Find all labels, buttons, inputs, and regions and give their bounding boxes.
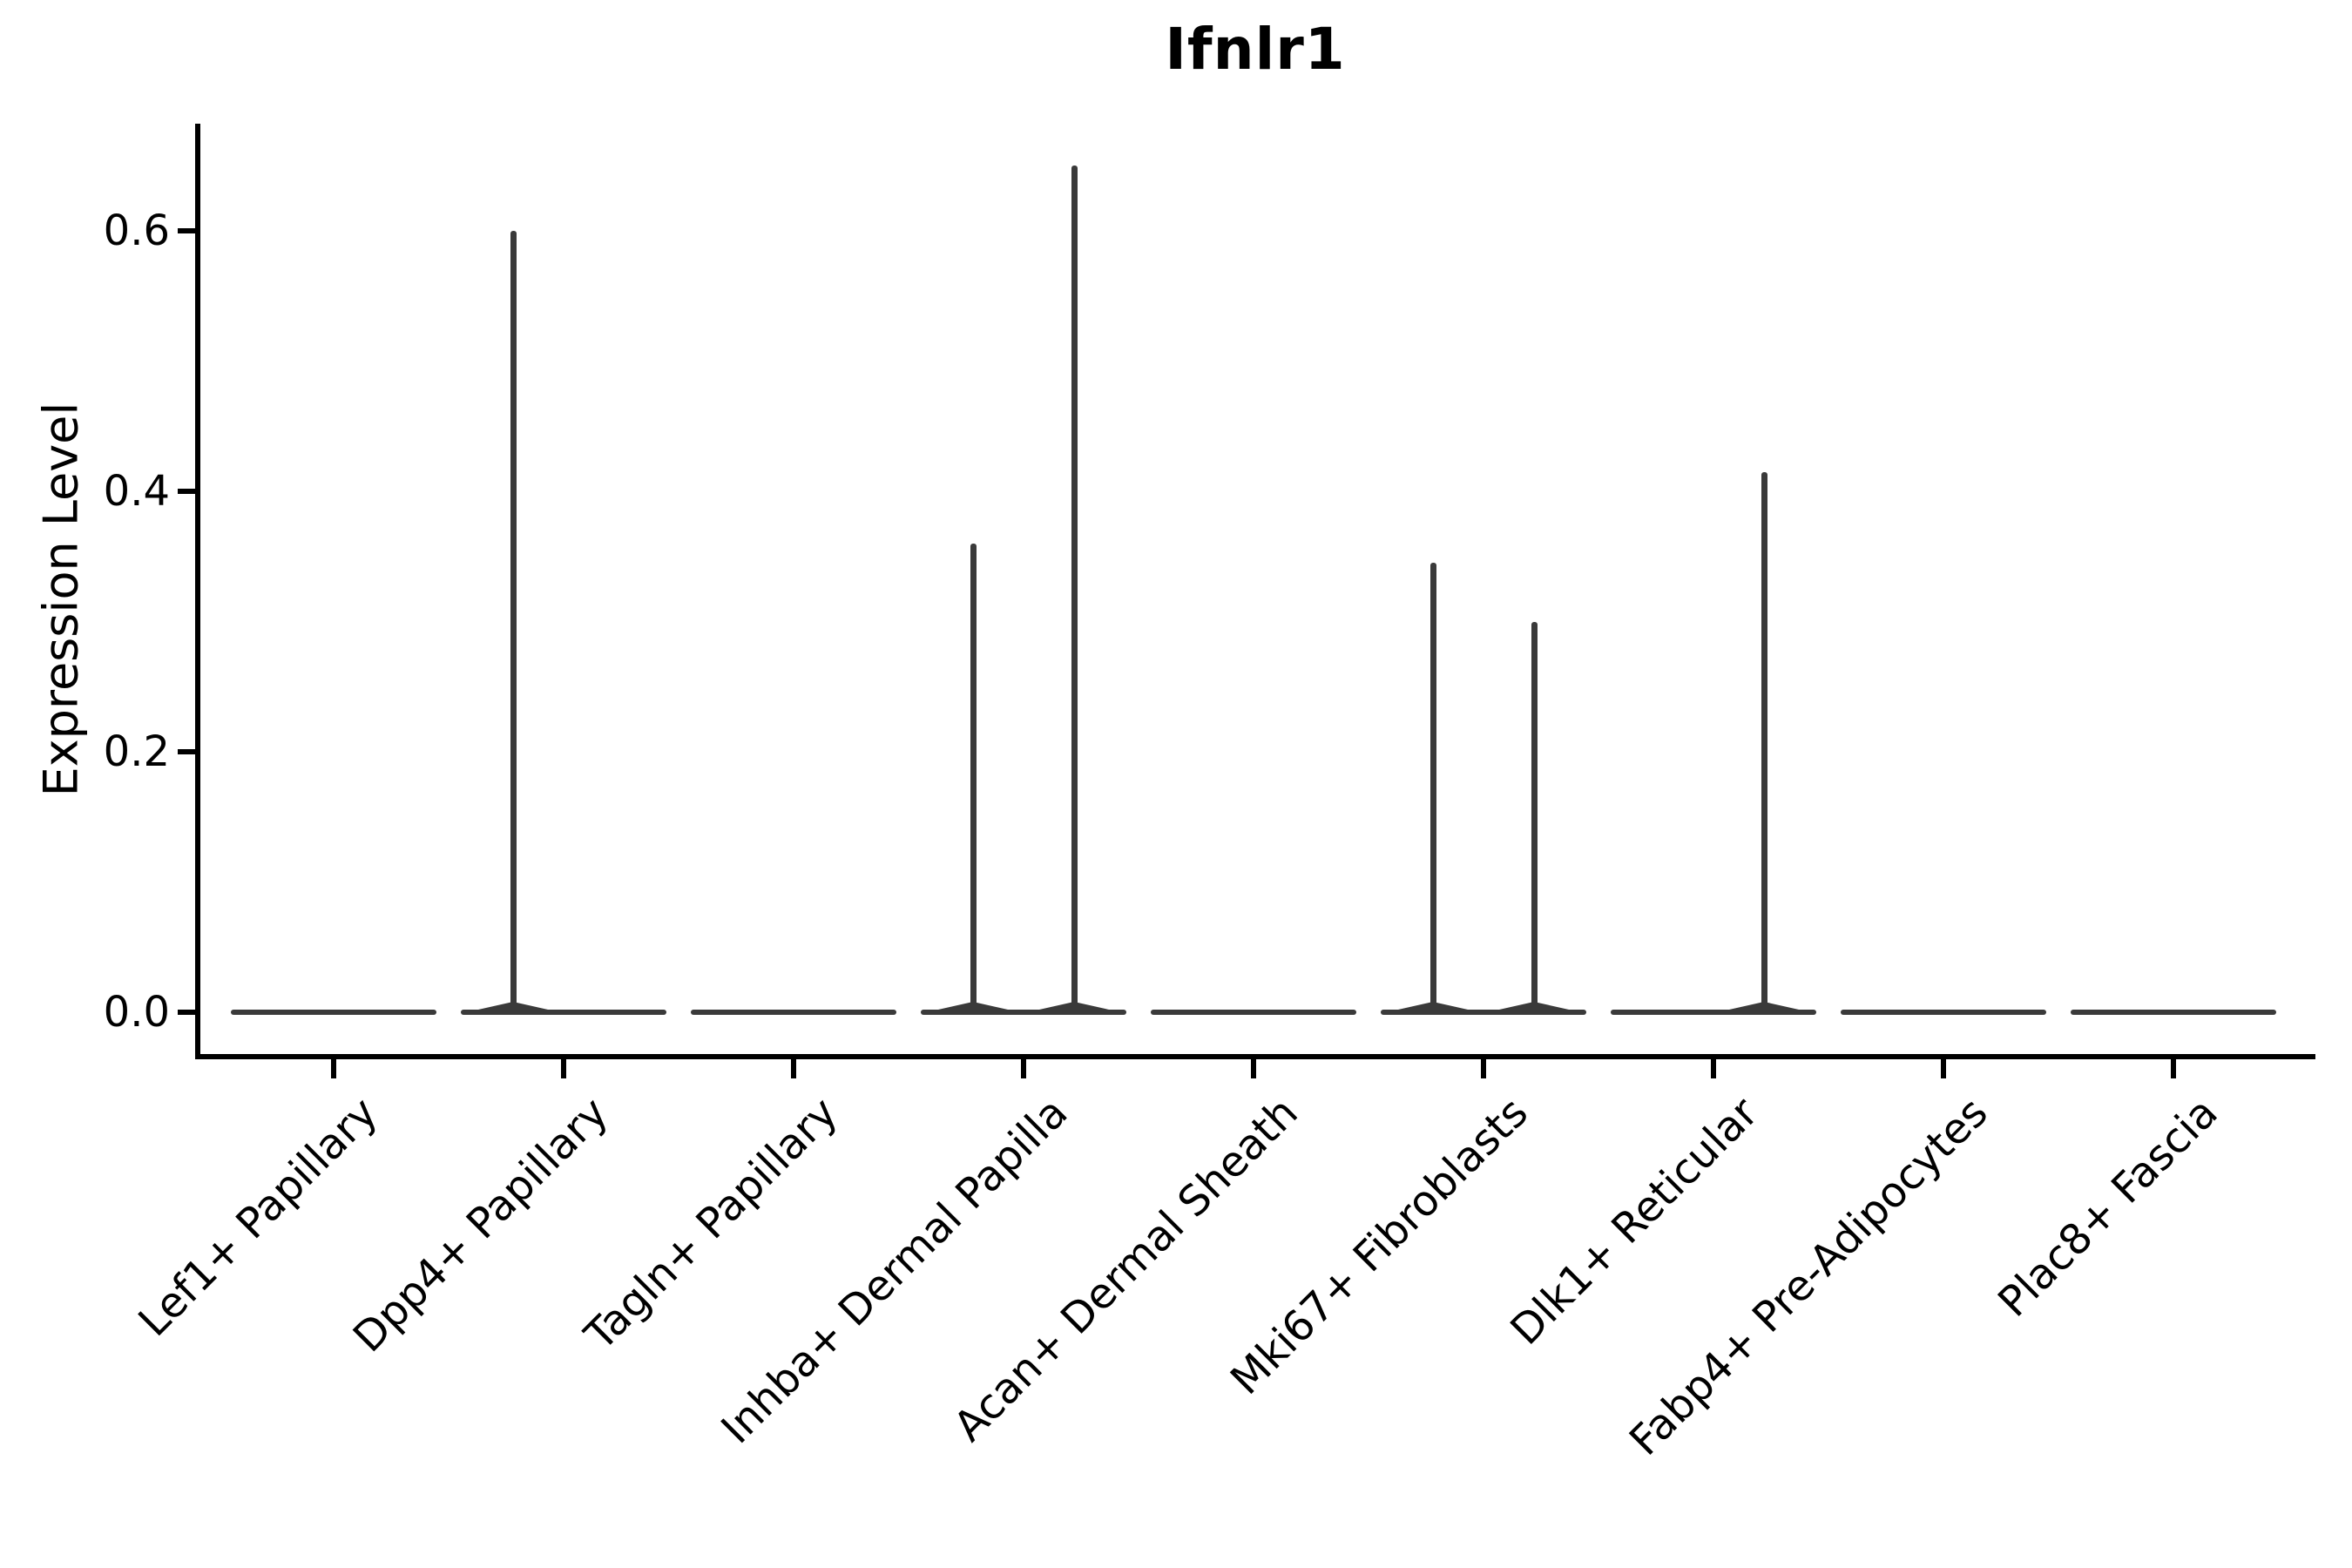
violin-spike <box>1761 471 1767 1015</box>
violin-base <box>2071 1010 2276 1015</box>
x-tick <box>791 1059 796 1078</box>
x-tick <box>561 1059 566 1078</box>
y-tick-label: 0.0 <box>103 988 170 1037</box>
x-tick-label: Lef1+ Papillary <box>129 1088 388 1347</box>
plot-title: Ifnlr1 <box>1165 16 1346 83</box>
violin-base <box>231 1010 436 1015</box>
violin-spike <box>1071 166 1078 1015</box>
violin-spike <box>510 231 517 1015</box>
bottom-spine <box>195 1054 2315 1059</box>
y-tick-label: 0.6 <box>103 206 170 255</box>
x-tick-label: Dlk1+ Reticular <box>1501 1088 1767 1355</box>
y-tick <box>178 489 195 494</box>
violin-base <box>921 1010 1126 1015</box>
y-tick <box>178 749 195 754</box>
x-tick <box>1021 1059 1026 1078</box>
x-tick <box>1711 1059 1716 1078</box>
y-tick <box>178 228 195 233</box>
violin-base <box>691 1010 896 1015</box>
x-tick-label: Plac8+ Fascia <box>1989 1088 2227 1327</box>
violin-base <box>1611 1010 1816 1015</box>
x-tick <box>1481 1059 1486 1078</box>
x-tick <box>2171 1059 2176 1078</box>
x-tick <box>331 1059 336 1078</box>
x-tick-label: Tagln+ Papillary <box>576 1088 848 1360</box>
x-tick-label: Dpp4+ Papillary <box>343 1088 618 1362</box>
y-tick-label: 0.2 <box>103 727 170 776</box>
y-tick <box>178 1010 195 1015</box>
violin-spike <box>1531 621 1538 1015</box>
violin-base <box>1151 1010 1356 1015</box>
violin-spike <box>1430 563 1436 1015</box>
violin-base <box>461 1010 666 1015</box>
y-tick-label: 0.4 <box>103 467 170 516</box>
left-spine <box>195 124 200 1059</box>
violin-base <box>1381 1010 1586 1015</box>
violin-base <box>1841 1010 2046 1015</box>
x-tick <box>1941 1059 1946 1078</box>
violin-spike <box>970 543 977 1015</box>
x-tick <box>1251 1059 1256 1078</box>
